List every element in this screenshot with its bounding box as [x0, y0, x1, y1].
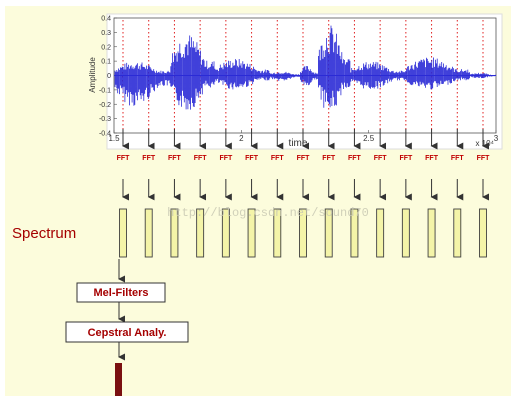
y-tick-label: -0.3 [99, 116, 111, 123]
spectrum-bar [170, 208, 179, 258]
fft-label: FFT [425, 155, 439, 162]
spectrum-bar [324, 208, 333, 258]
x-tick-label: 3 [494, 134, 499, 143]
fft-label: FFT [297, 155, 311, 162]
spectrum-bar [119, 208, 127, 258]
mel-filters-block: Mel-Filters [76, 282, 166, 303]
fft-label: FFT [142, 155, 156, 162]
spectrum-bar [350, 208, 359, 258]
cepstral-analysis-label: Cepstral Analy. [88, 327, 167, 339]
y-tick-label: 0.3 [101, 30, 111, 37]
spectrum-bar [427, 208, 436, 258]
spectrum-bar [479, 208, 487, 258]
fft-label: FFT [168, 155, 182, 162]
y-tick-label: 0.1 [101, 59, 111, 66]
watermark: http://blog.csdn.net/sound70 [167, 206, 369, 220]
fft-label: FFT [477, 155, 491, 162]
frame-column: FFT [297, 129, 311, 258]
fft-label: FFT [374, 155, 388, 162]
frame-column: FFT [399, 129, 413, 258]
spectrum-bar [273, 208, 282, 258]
spectrum-bar [453, 208, 462, 258]
frame-column: FFT [322, 129, 336, 258]
fft-label: FFT [194, 155, 208, 162]
fft-label: FFT [117, 155, 131, 162]
waveform-x-ticks: 1.5 2 2.5 3 [108, 130, 499, 143]
mel-filters-label: Mel-Filters [93, 287, 148, 299]
spectrum-bar [401, 208, 410, 258]
frame-column: FFT [219, 129, 233, 258]
y-tick-label: -0.2 [99, 102, 111, 109]
fft-label: FFT [245, 155, 259, 162]
spectrum-bar [247, 208, 256, 258]
x-tick-label: 1.5 [108, 134, 120, 143]
y-tick-label: 0.2 [101, 44, 111, 51]
y-tick-label: -0.1 [99, 87, 111, 94]
frame-column: FFT [348, 129, 362, 258]
frame-column: FFT [194, 129, 208, 258]
frame-column: FFT [425, 129, 439, 258]
frame-column: FFT [451, 129, 465, 258]
waveform-ylabel: Amplitude [88, 57, 97, 93]
frame-column: FFT [117, 129, 131, 258]
spectrum-label: Spectrum [12, 225, 76, 242]
frame-column: FFT [245, 129, 259, 258]
waveform-signal [114, 25, 497, 110]
x-tick-label: 2.5 [363, 134, 375, 143]
frame-column: FFT [271, 129, 285, 258]
x-tick-label: 2 [239, 134, 244, 143]
waveform-xlabel: time [289, 138, 308, 149]
frame-column: FFT [142, 129, 156, 258]
frame-column: FFT [168, 129, 182, 258]
spectrum-bar [376, 208, 385, 258]
spectrum-bar [196, 208, 205, 258]
frame-column: FFT [477, 129, 491, 258]
waveform-y-ticks: 0.4 0.3 0.2 0.1 0 -0.1 -0.2 -0.3 -0.4 [99, 16, 117, 138]
waveform-plot: Amplitude 0.40.30.20.10-0.1-0.2-0.3-0.4 … [88, 13, 503, 150]
y-tick-label: -0.4 [99, 131, 111, 138]
fft-label: FFT [348, 155, 362, 162]
y-tick-label: 0 [107, 73, 111, 80]
spectrum-bar [299, 208, 307, 258]
cepstral-analysis-block: Cepstral Analy. [65, 321, 189, 343]
cepstral-output-bar [115, 363, 122, 396]
waveform-x-exponent: x 10⁴ [475, 139, 494, 148]
spectrum-bar [221, 208, 230, 258]
fft-label: FFT [271, 155, 285, 162]
fft-label: FFT [451, 155, 465, 162]
fft-label: FFT [219, 155, 233, 162]
frame-columns: FFT FFT FFT FFT FFT FFT FFT FFT FFT FFT FFT FFT FFT F… [117, 129, 491, 258]
fft-label: FFT [399, 155, 413, 162]
fft-label: FFT [322, 155, 336, 162]
y-tick-label: 0.4 [101, 16, 111, 23]
frame-column: FFT [374, 129, 388, 258]
spectrum-bar [144, 208, 153, 258]
